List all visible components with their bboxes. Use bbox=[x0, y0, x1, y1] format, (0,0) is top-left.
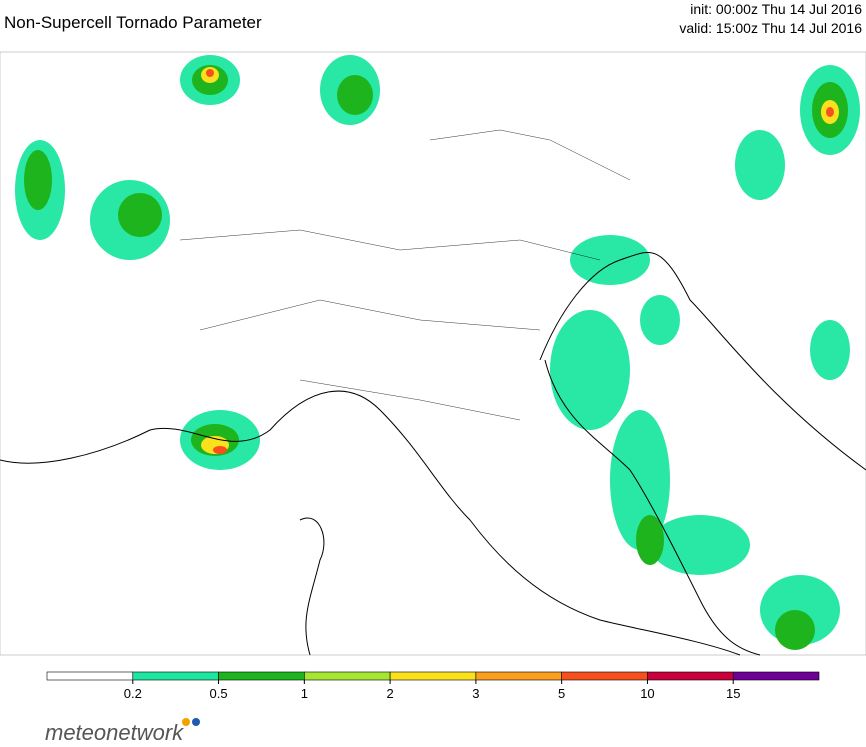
colorbar-segment bbox=[46, 671, 134, 681]
logo: meteonetwork bbox=[45, 720, 184, 742]
colorbar-label: 10 bbox=[640, 686, 654, 701]
init-time: init: 00:00z Thu 14 Jul 2016 bbox=[690, 1, 862, 17]
colorbar-label: 3 bbox=[472, 686, 479, 701]
valid-time: valid: 15:00z Thu 14 Jul 2016 bbox=[679, 20, 862, 36]
colorbar-label: 0.2 bbox=[124, 686, 142, 701]
colorbar-segment bbox=[561, 671, 648, 681]
colorbar-label: 0.5 bbox=[210, 686, 228, 701]
colorbar-label: 15 bbox=[726, 686, 740, 701]
logo-dot bbox=[182, 718, 190, 726]
colorbar-segment bbox=[389, 671, 477, 681]
colorbar-segment bbox=[647, 671, 734, 681]
logo-dot bbox=[192, 718, 200, 726]
colorbar-label: 1 bbox=[301, 686, 308, 701]
colorbar-segment bbox=[132, 671, 219, 681]
colorbar-segment bbox=[475, 671, 562, 681]
colorbar-segment bbox=[218, 671, 305, 681]
colorbar-segment bbox=[732, 671, 820, 681]
colorbar-label: 5 bbox=[558, 686, 565, 701]
colorbar: 0.2 0.5 1 2 3 5 10 15 bbox=[46, 671, 820, 701]
map bbox=[0, 51, 866, 656]
title: Non-Supercell Tornado Parameter bbox=[4, 13, 262, 32]
colorbar-label: 2 bbox=[386, 686, 393, 701]
colorbar-segment bbox=[304, 671, 391, 681]
